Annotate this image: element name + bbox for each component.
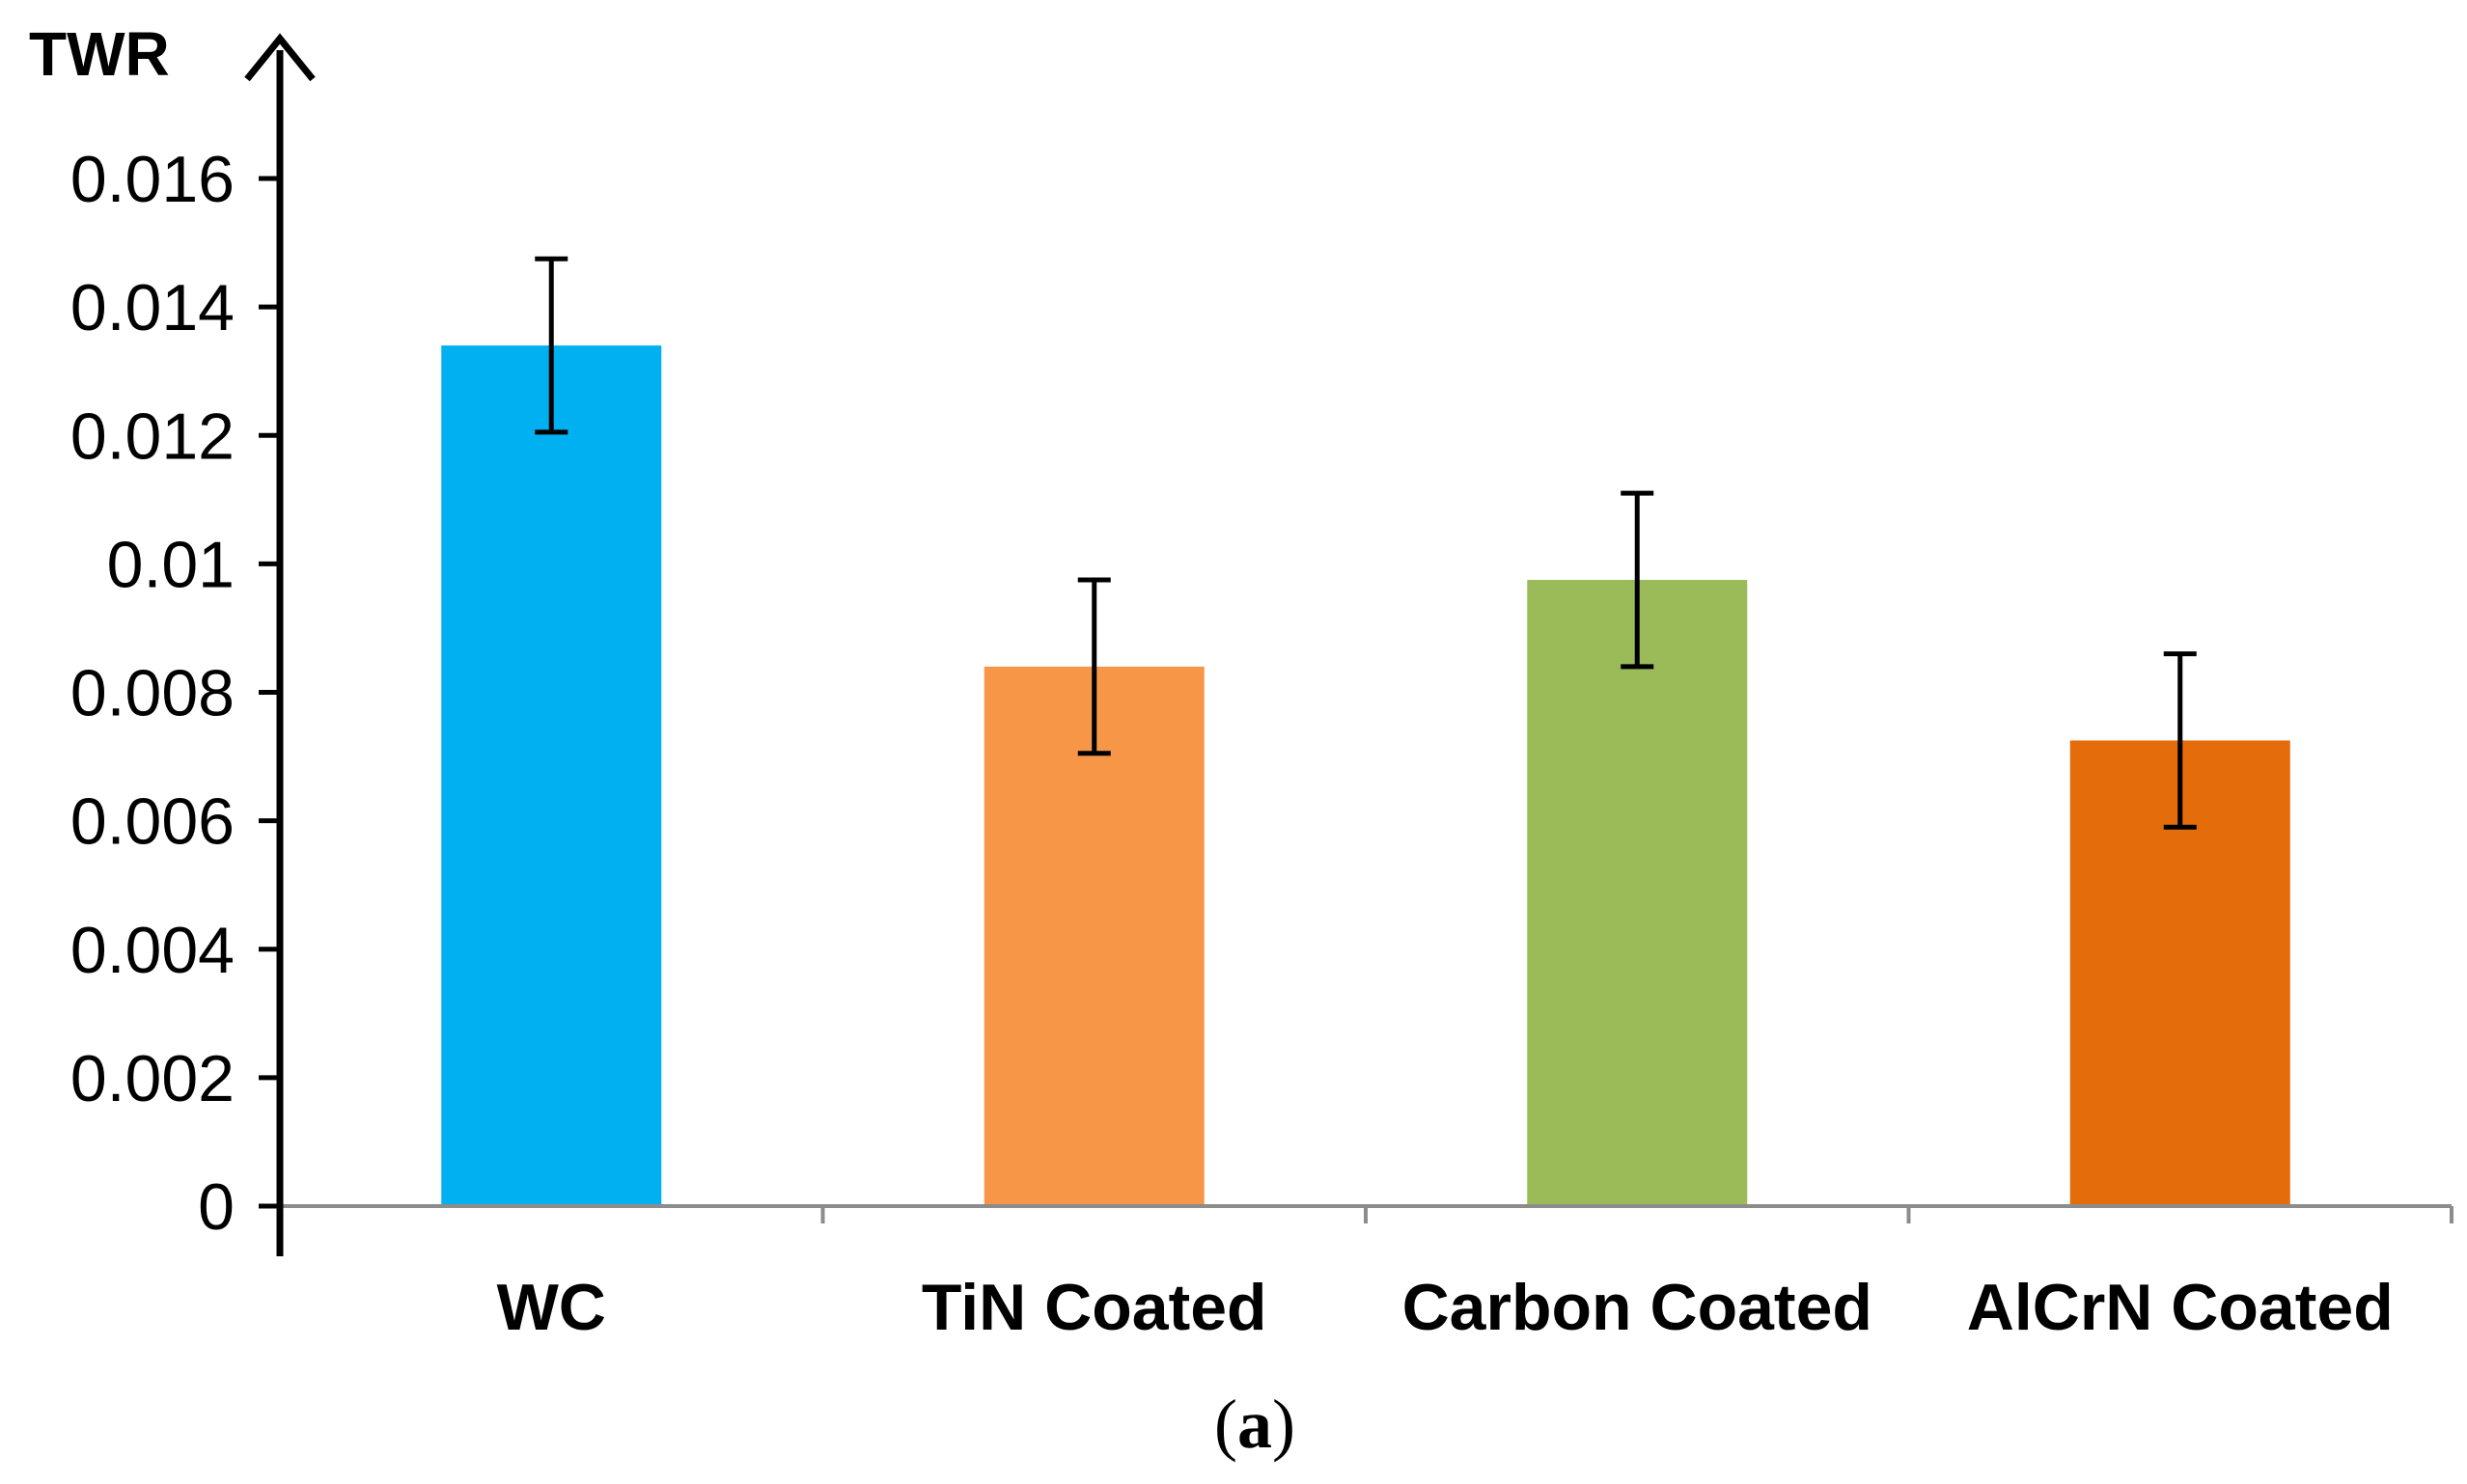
y-tick-label: 0.006: [70, 785, 235, 859]
y-tick-label: 0.012: [70, 399, 235, 473]
y-tick-label: 0: [198, 1170, 235, 1244]
y-tick-label: 0.01: [107, 528, 235, 601]
caption-label: a: [1237, 1386, 1272, 1463]
figure-caption: (a): [1214, 1386, 1295, 1463]
y-axis-arrowhead: [244, 33, 316, 82]
y-axis-ticks: [259, 176, 280, 1209]
axes: [244, 33, 2452, 1256]
y-axis-title: TWR: [29, 19, 170, 89]
x-axis-category-labels: WC TiN Coated Carbon Coated AlCrN Coated: [497, 1271, 2394, 1344]
y-tick-label: 0.004: [70, 914, 235, 987]
y-tick-label: 0.002: [70, 1042, 235, 1115]
y-axis-tick-labels: 0 0.002 0.004 0.006 0.008 0.01 0.012 0.014 0.016: [70, 143, 235, 1244]
y-tick-label: 0.008: [70, 657, 235, 730]
x-category-label: Carbon Coated: [1402, 1271, 1872, 1344]
x-category-label: AlCrN Coated: [1967, 1271, 2394, 1344]
caption-open-paren: (: [1214, 1386, 1237, 1463]
y-tick-label: 0.016: [70, 143, 235, 216]
x-axis-ticks: [820, 1206, 2453, 1223]
caption-close-paren: ): [1272, 1386, 1295, 1463]
x-category-label: WC: [497, 1271, 606, 1344]
bars: [441, 345, 2290, 1206]
bar-wc: [441, 345, 662, 1206]
x-category-label: TiN Coated: [922, 1271, 1267, 1344]
y-tick-label: 0.014: [70, 271, 235, 344]
error-bars: [535, 256, 2197, 830]
bar-tin-coated: [984, 666, 1205, 1206]
bar-carbon-coated: [1527, 580, 1748, 1206]
